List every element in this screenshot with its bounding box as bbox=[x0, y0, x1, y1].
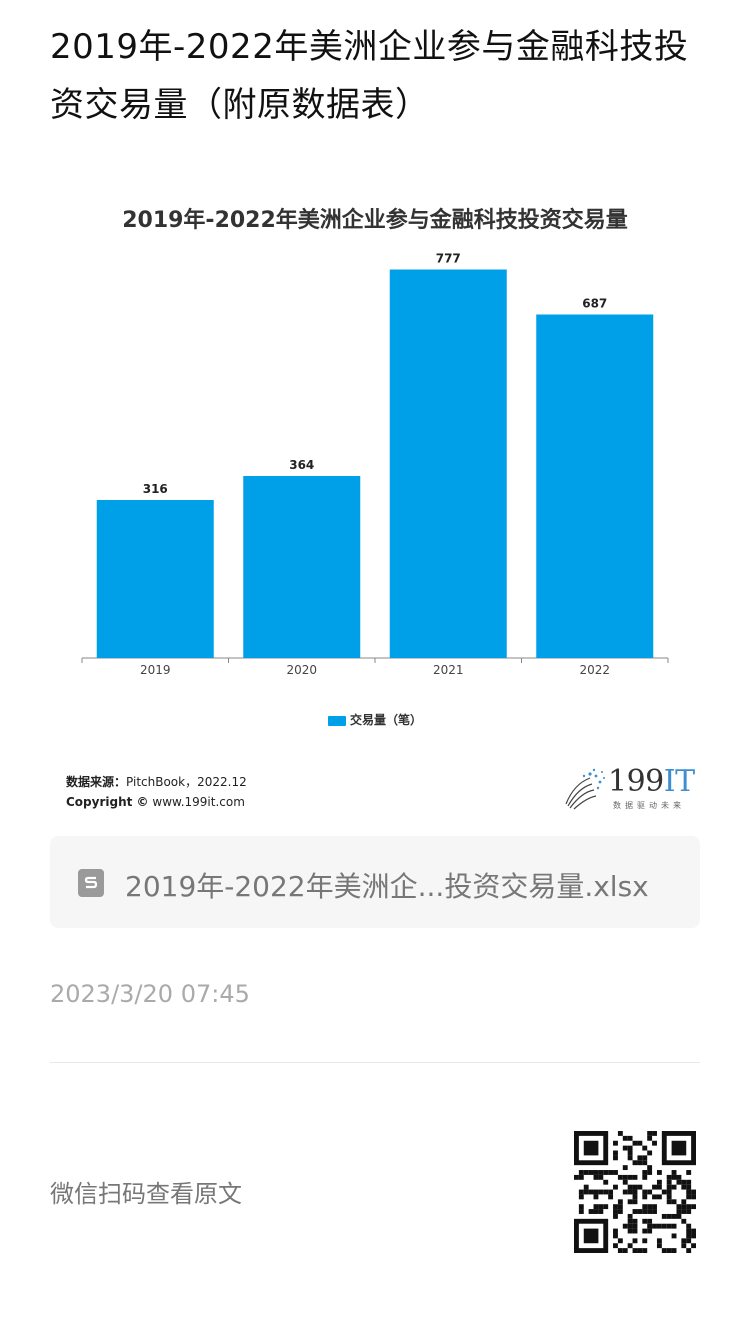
x-tick-label-2019: 2019 bbox=[140, 663, 171, 677]
bar-2019 bbox=[96, 500, 214, 658]
bar-2020 bbox=[243, 476, 361, 658]
scan-to-view-text: 微信扫码查看原文 bbox=[50, 1180, 242, 1208]
199it-logo: 199IT 数据驱动未来 bbox=[560, 764, 700, 812]
chart-legend: 交易量（笔） bbox=[0, 711, 750, 728]
bar-2021 bbox=[389, 269, 507, 658]
bar-chart: 316 2019 364 2020 777 2021 687 2022 bbox=[81, 252, 669, 677]
x-tick-label-2022: 2022 bbox=[579, 663, 610, 677]
data-label-2020: 364 bbox=[289, 458, 314, 472]
chart-container: 2019年-2022年美洲企业参与金融科技投资交易量 316 2019 364 202… bbox=[0, 190, 750, 820]
data-label-2019: 316 bbox=[143, 482, 168, 496]
logo-tagline: 数据驱动未来 bbox=[613, 801, 685, 810]
divider bbox=[50, 1062, 700, 1063]
legend-swatch bbox=[327, 715, 346, 726]
chart-title: 2019年-2022年美洲企业参与金融科技投资交易量 bbox=[122, 208, 628, 233]
bar-2022 bbox=[536, 314, 654, 658]
data-source: 数据来源：PitchBook，2022.12 Copyright © www.1… bbox=[66, 772, 247, 812]
copyright-label: Copyright © bbox=[66, 795, 149, 809]
legend-label: 交易量（笔） bbox=[349, 713, 422, 727]
spreadsheet-file-icon bbox=[78, 869, 104, 897]
attachment-file-name[interactable]: 2019年-2022年美洲企...投资交易量.xlsx bbox=[125, 870, 649, 903]
x-tick-label-2020: 2020 bbox=[286, 663, 317, 677]
logo-text: 199IT bbox=[608, 764, 695, 799]
article-title: 2019年-2022年美洲企业参与金融科技投资交易量（附原数据表） bbox=[50, 27, 689, 125]
publish-timestamp: 2023/3/20 07:45 bbox=[50, 980, 250, 1008]
source-value: PitchBook，2022.12 bbox=[126, 775, 247, 789]
qr-code[interactable] bbox=[574, 1131, 696, 1253]
data-label-2021: 777 bbox=[436, 252, 461, 266]
logo-sphere-icon bbox=[565, 768, 605, 810]
source-label: 数据来源： bbox=[66, 775, 127, 789]
x-tick-label-2021: 2021 bbox=[433, 663, 464, 677]
data-label-2022: 687 bbox=[582, 297, 607, 311]
attachment-card[interactable]: 2019年-2022年美洲企...投资交易量.xlsx bbox=[50, 836, 700, 928]
copyright-value: www.199it.com bbox=[152, 795, 245, 809]
